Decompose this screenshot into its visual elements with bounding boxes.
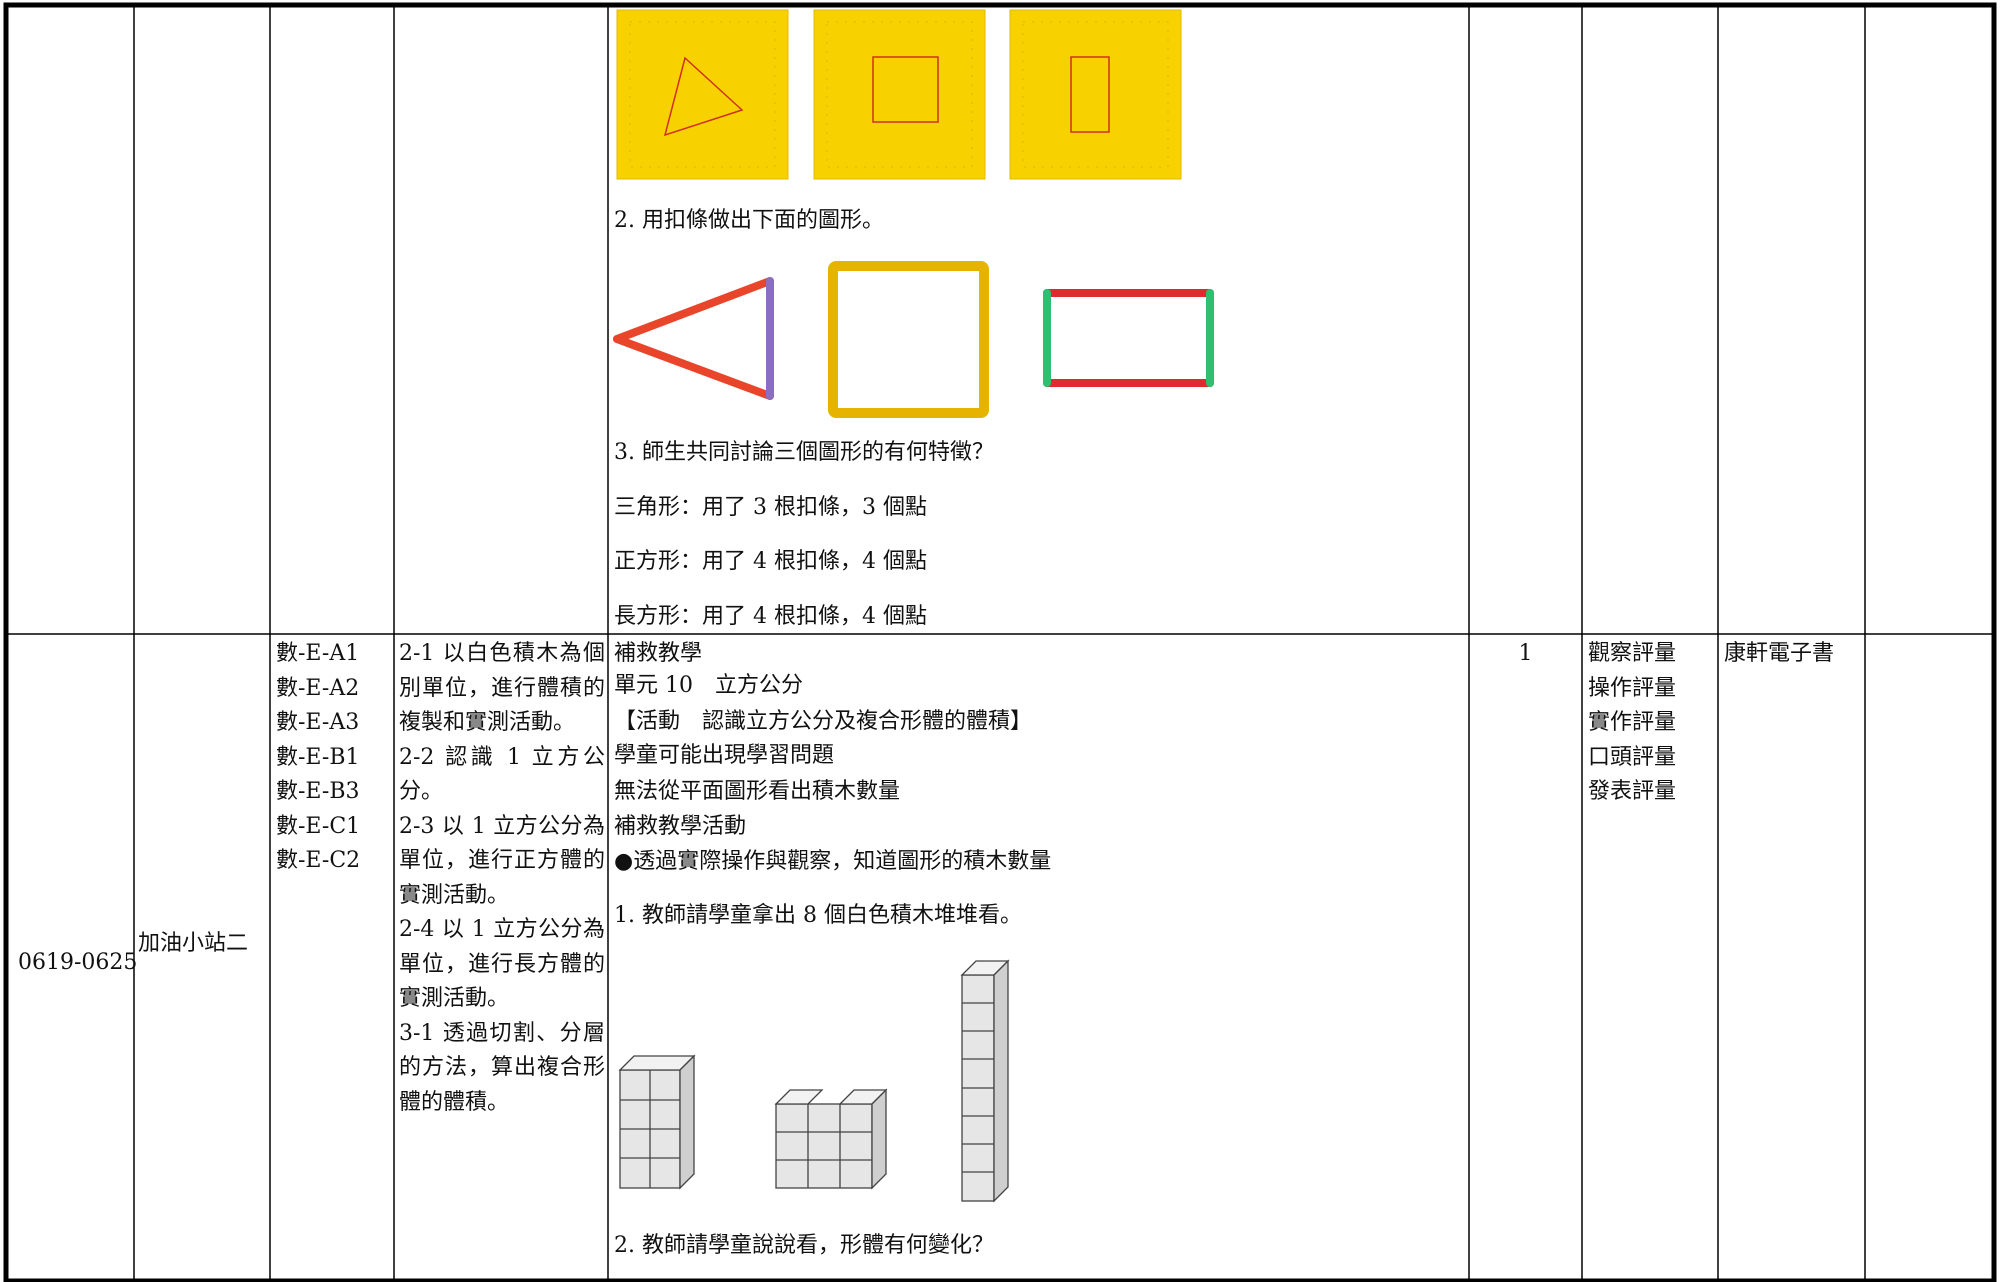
text-line: 單元 10 立方公分: [614, 673, 803, 698]
text-line: 2. 用扣條做出下面的圖形。: [614, 208, 884, 233]
text-line: 三角形：用了 3 根扣條，3 個點: [614, 495, 927, 520]
text-line: 補救教學: [614, 641, 703, 666]
competency: 數-E-C1: [276, 813, 361, 839]
text-line: 補救教學活動: [614, 814, 747, 839]
assessment-item: 操作評量: [1588, 675, 1677, 701]
text-line: 2. 教師請學童說說看，形體有何變化？: [614, 1233, 994, 1258]
competency: 數-E-B3: [276, 779, 360, 804]
assessment-item: 發表評量: [1588, 779, 1677, 804]
assessment-item: 實作評量: [1588, 710, 1677, 735]
resources: 康軒電子書: [1724, 641, 1835, 666]
sticks: [613, 261, 1214, 418]
text-line: 學童可能出現學習問題: [614, 743, 835, 768]
text-line: 無法從平面圖形看出積木數量: [614, 779, 901, 804]
text-line: ●透過實際操作與觀察，知道圖形的積木數量: [614, 849, 1052, 874]
text-line: 長方形：用了 4 根扣條，4 個點: [614, 604, 927, 629]
cubes: [618, 959, 1010, 1203]
competency: 數-E-B1: [276, 744, 360, 770]
text-line: 正方形：用了 4 根扣條，4 個點: [614, 549, 927, 574]
assessment-item: 觀察評量: [1588, 641, 1677, 666]
week: 0619-0625: [18, 950, 138, 975]
objective: 3-1 透過切割、分層的方法，算出複合形體的體積。: [399, 1020, 605, 1115]
objective: 2-2 認識 1 立方公分。: [399, 744, 605, 805]
text-line: 3. 師生共同討論三個圖形的有何特徵？: [614, 440, 994, 465]
objective: 2-4 以 1 立方公分為單位，進行長方體的實測活動。: [399, 917, 605, 1011]
objective: 2-1 以白色積木為個別單位，進行體積的複製和實測活動。: [399, 641, 605, 735]
competency: 數-E-A1: [276, 641, 360, 666]
competency: 數-E-A3: [276, 710, 360, 735]
text-line: 【活動 認識立方公分及複合形體的體積】: [614, 709, 1033, 734]
hours: 1: [1518, 641, 1533, 666]
text-line: 1. 教師請學童拿出 8 個白色積木堆堆看。: [614, 903, 1022, 928]
competency: 數-E-A2: [276, 675, 360, 701]
objectives: 2-1 以白色積木為個別單位，進行體積的複製和實測活動。 2-2 認識 1 立方公…: [399, 637, 605, 1120]
unit: 加油小站二: [138, 931, 249, 956]
objective: 2-3 以 1 立方公分為單位，進行正方體的實測活動。: [399, 813, 605, 908]
competency: 數-E-C2: [276, 848, 361, 873]
assessment-item: 口頭評量: [1588, 744, 1677, 770]
geoboards: [616, 9, 1182, 180]
